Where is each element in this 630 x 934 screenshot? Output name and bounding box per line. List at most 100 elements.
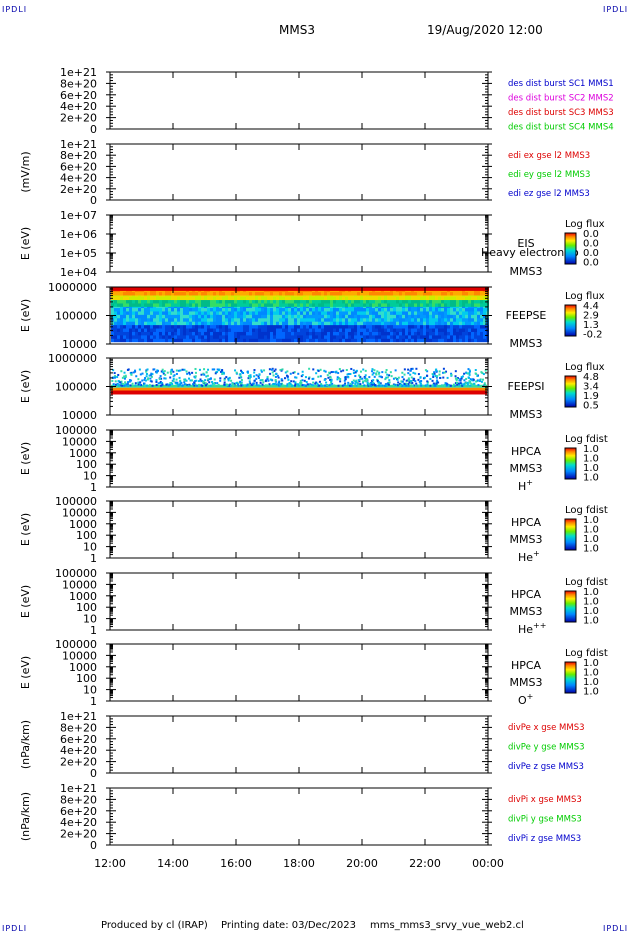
- spectrogram-cell: [261, 321, 264, 326]
- spectrogram-cell: [207, 324, 210, 329]
- spectrogram-cell: [132, 291, 135, 296]
- spectrogram-cell: [369, 324, 372, 329]
- spectrogram-dot: [359, 375, 362, 378]
- spectrogram-cell: [354, 307, 357, 312]
- spectrogram-cell: [360, 317, 363, 322]
- spectrogram-cell: [234, 317, 237, 322]
- spectrogram-cell: [315, 334, 318, 339]
- spectrogram-cell: [219, 291, 222, 296]
- spectrogram-dot: [396, 378, 399, 381]
- spectrogram-dot: [261, 379, 264, 382]
- spectrogram-cell: [378, 334, 381, 339]
- spectrogram-dot: [320, 384, 323, 387]
- spectrogram-cell: [375, 302, 378, 307]
- spectrogram-cell: [267, 314, 270, 319]
- spectrogram-cell: [111, 338, 114, 343]
- spectrogram-cell: [120, 314, 123, 319]
- spectrogram-cell: [207, 310, 210, 315]
- spectrogram-dot: [230, 379, 233, 382]
- spectrogram-cell: [294, 314, 297, 319]
- spectrogram-cell: [201, 307, 204, 312]
- spectrogram-dot: [410, 382, 413, 385]
- spectrogram-cell: [450, 299, 453, 304]
- spectrogram-cell: [357, 334, 360, 339]
- spectrogram-cell: [180, 314, 183, 319]
- spectrogram-cell: [384, 328, 387, 332]
- spectrogram-cell: [222, 302, 225, 307]
- spectrogram-dot: [268, 368, 271, 371]
- spectrogram-cell: [141, 299, 144, 304]
- spectrogram-dot: [185, 383, 188, 386]
- spectrogram-dot: [392, 377, 395, 380]
- spectrogram-dot: [411, 367, 414, 370]
- spectrogram-dot: [294, 384, 297, 387]
- spectrogram-dot: [185, 370, 188, 373]
- spectrogram-cell: [204, 321, 207, 326]
- spectrogram-dot: [151, 384, 154, 387]
- spectrogram-dot: [403, 368, 406, 371]
- spectrogram-cell: [309, 324, 312, 329]
- spectrogram-dot: [468, 369, 471, 372]
- spectrogram-dot: [279, 383, 282, 386]
- spectrogram-dot: [392, 383, 395, 386]
- spectrogram-dot: [117, 373, 120, 376]
- spectrogram-cell: [243, 321, 246, 326]
- spectrogram-cell: [168, 338, 171, 343]
- y-tick-label: 100: [76, 529, 97, 542]
- spectrogram-dot: [181, 384, 184, 387]
- spectrogram-dot: [273, 369, 276, 372]
- spectrogram-cell: [126, 302, 129, 307]
- spectrogram-cell: [276, 310, 279, 315]
- spectrogram-cell: [357, 324, 360, 329]
- spectrogram-cell: [450, 324, 453, 329]
- spectrogram-cell: [234, 321, 237, 326]
- spectrogram-dot: [407, 368, 410, 371]
- spectrogram-cell: [378, 291, 381, 296]
- spectrogram-cell: [294, 310, 297, 315]
- spectrogram-cell: [471, 299, 474, 304]
- spectrogram-cell: [387, 321, 390, 326]
- spectrogram-cell: [258, 299, 261, 304]
- spectrogram-cell: [144, 299, 147, 304]
- spectrogram-cell: [267, 321, 270, 326]
- spectrogram-dot: [137, 378, 140, 381]
- spectrogram-cell: [216, 310, 219, 315]
- spectrogram-dot: [143, 384, 146, 387]
- spectrogram-cell: [411, 317, 414, 322]
- spectrogram-cell: [198, 321, 201, 326]
- spectrogram-cell: [450, 314, 453, 319]
- spectrogram-cell: [306, 328, 309, 332]
- spectrogram-cell: [156, 334, 159, 339]
- spectrogram-dot: [153, 368, 156, 371]
- spectrogram-cell: [315, 331, 318, 336]
- spectrogram-cell: [468, 338, 471, 343]
- spectrogram-cell: [258, 314, 261, 319]
- spectrogram-cell: [261, 324, 264, 329]
- spectrogram-dot: [272, 374, 275, 377]
- spectrogram-cell: [273, 299, 276, 304]
- spectrogram-cell: [198, 287, 201, 291]
- spectrogram-cell: [297, 299, 300, 304]
- spectrogram-dot: [178, 383, 181, 386]
- spectrogram-cell: [222, 299, 225, 304]
- spectrogram-cell: [285, 314, 288, 319]
- spectrogram-cell: [471, 334, 474, 339]
- spectrogram-cell: [204, 317, 207, 322]
- spectrogram-cell: [432, 321, 435, 326]
- spectrogram-cell: [165, 331, 168, 336]
- spectrogram-dot: [328, 371, 331, 374]
- spectrogram-cell: [285, 321, 288, 326]
- spectrogram-cell: [156, 291, 159, 296]
- spectrogram-cell: [381, 324, 384, 329]
- spectrogram-cell: [243, 334, 246, 339]
- spectrogram-dot: [415, 382, 418, 385]
- spectrogram-dot: [323, 384, 326, 387]
- spectrogram-cell: [444, 334, 447, 339]
- spectrogram-cell: [243, 299, 246, 304]
- spectrogram-cell: [348, 307, 351, 312]
- spectrogram-cell: [294, 321, 297, 326]
- spectrogram-cell: [282, 296, 285, 301]
- spectrogram-cell: [129, 338, 132, 343]
- spectrogram-cell: [234, 291, 237, 296]
- spectrogram-cell: [381, 296, 384, 301]
